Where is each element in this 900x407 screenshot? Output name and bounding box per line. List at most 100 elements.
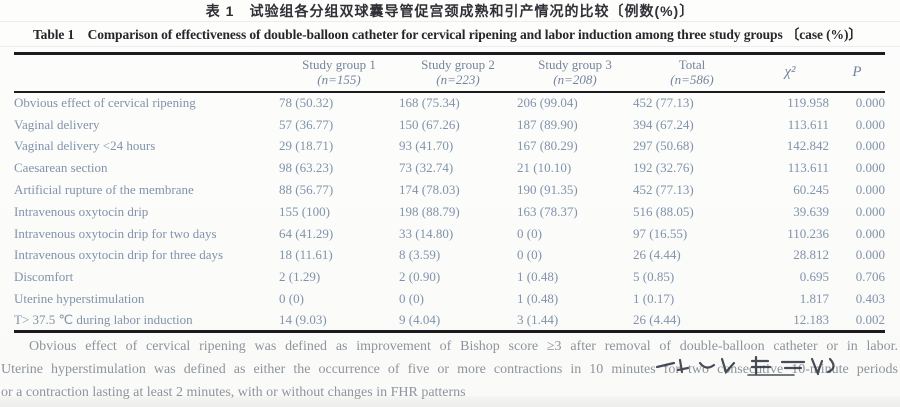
group1-value: 57 (36.77) xyxy=(279,116,334,132)
group3-value: 0 (0) xyxy=(517,225,542,241)
header-row: Study group 1 (n=155) Study group 2 (n=2… xyxy=(14,53,885,93)
total-value: 26 (4.44) xyxy=(633,247,681,263)
table-row: Discomfort 2 (1.29) 2 (0.90) 1 (0.48) 5 … xyxy=(14,266,885,288)
header-group3-name: Study group 3 xyxy=(538,57,612,72)
chi2-value: 39.639 xyxy=(793,203,829,219)
header-total-n: (n=586) xyxy=(670,72,714,87)
chi2-value: 1.817 xyxy=(799,291,829,307)
group3-value: 167 (80.29) xyxy=(517,138,578,154)
row-label: Artificial rupture of the membrane xyxy=(14,182,194,198)
group1-value: 29 (18.71) xyxy=(279,138,334,154)
group1-value: 88 (56.77) xyxy=(279,182,334,198)
table-row: Uterine hyperstimulation 0 (0) 0 (0) 1 (… xyxy=(14,288,885,310)
total-value: 516 (88.05) xyxy=(633,203,694,219)
group3-value: 21 (10.10) xyxy=(517,160,572,176)
table-row: Caesarean section 98 (63.23) 73 (32.74) … xyxy=(14,157,885,179)
p-value: 0.403 xyxy=(855,291,885,307)
comparison-table: Study group 1 (n=155) Study group 2 (n=2… xyxy=(14,52,885,334)
total-value: 297 (50.68) xyxy=(633,138,694,154)
total-value: 192 (32.76) xyxy=(633,160,694,176)
header-group3: Study group 3 (n=208) xyxy=(517,53,633,93)
table-row: Artificial rupture of the membrane 88 (5… xyxy=(14,179,885,201)
header-group1-name: Study group 1 xyxy=(302,57,376,72)
table-row: T> 37.5 ℃ during labor induction 14 (9.0… xyxy=(14,310,885,332)
group2-value: 174 (78.03) xyxy=(399,182,460,198)
group2-value: 33 (14.80) xyxy=(399,225,454,241)
header-total-name: Total xyxy=(678,57,706,72)
group3-value: 3 (1.44) xyxy=(517,312,559,328)
header-group3-n: (n=208) xyxy=(553,72,597,87)
group2-value: 8 (3.59) xyxy=(399,247,441,263)
group1-value: 98 (63.23) xyxy=(279,160,334,176)
table-body: Obvious effect of cervical ripening 78 (… xyxy=(14,92,885,332)
row-label: Vaginal delivery xyxy=(14,116,100,132)
p-value: 0.002 xyxy=(855,312,885,328)
row-label: Obvious effect of cervical ripening xyxy=(14,95,196,111)
scan-smudge xyxy=(0,396,900,407)
table-title-chinese: 表 1 试验组各分组双球囊导管促宫颈成熟和引产情况的比较〔例数(%)〕 xyxy=(205,3,695,19)
header-group1: Study group 1 (n=155) xyxy=(279,53,399,93)
p-value: 0.000 xyxy=(855,116,885,132)
table-row: Vaginal delivery <24 hours 29 (18.71) 93… xyxy=(14,136,885,158)
row-label: Uterine hyperstimulation xyxy=(14,291,145,307)
total-value: 452 (77.13) xyxy=(633,95,694,111)
p-value: 0.000 xyxy=(855,182,885,198)
chi2-value: 113.611 xyxy=(787,160,829,176)
row-label: Vaginal delivery <24 hours xyxy=(14,138,156,154)
table-header: Study group 1 (n=155) Study group 2 (n=2… xyxy=(14,53,885,93)
group2-value: 0 (0) xyxy=(399,291,424,307)
chi2-value: 110.236 xyxy=(787,225,829,241)
footnote-line-2: Uterine hyperstimulation was defined as … xyxy=(1,362,898,377)
p-value: 0.000 xyxy=(855,203,885,219)
header-p: P xyxy=(829,53,885,93)
row-label: T> 37.5 ℃ during labor induction xyxy=(14,312,193,328)
group2-value: 93 (41.70) xyxy=(399,138,454,154)
footnote-line-3: or a contraction lasting at least 2 minu… xyxy=(1,385,466,400)
group3-value: 206 (99.04) xyxy=(517,95,578,111)
scan-line xyxy=(0,21,900,22)
table-row: Intravenous oxytocin drip for two days 6… xyxy=(14,223,885,245)
row-label: Caesarean section xyxy=(14,160,108,176)
group3-value: 1 (0.48) xyxy=(517,269,559,285)
p-value-symbol: P xyxy=(852,63,862,80)
row-label: Discomfort xyxy=(14,269,74,285)
chi-squared-symbol: χ² xyxy=(784,63,796,80)
group1-value: 14 (9.03) xyxy=(279,312,327,328)
group1-value: 64 (41.29) xyxy=(279,225,334,241)
row-label: Intravenous oxytocin drip xyxy=(14,203,149,219)
footnote-line-1: Obvious effect of cervical ripening was … xyxy=(29,339,898,354)
group1-value: 2 (1.29) xyxy=(279,269,321,285)
header-group2-n: (n=223) xyxy=(436,72,480,87)
p-value: 0.000 xyxy=(855,247,885,263)
chi2-value: 0.695 xyxy=(799,269,829,285)
chi2-value: 119.958 xyxy=(787,95,829,111)
table-row: Intravenous oxytocin drip 155 (100) 198 … xyxy=(14,201,885,223)
group1-value: 0 (0) xyxy=(279,291,304,307)
total-value: 394 (67.24) xyxy=(633,116,694,132)
chi2-value: 60.245 xyxy=(793,182,829,198)
header-chi2: χ² xyxy=(751,53,829,93)
table-row: Obvious effect of cervical ripening 78 (… xyxy=(14,92,885,114)
header-group2-name: Study group 2 xyxy=(421,57,495,72)
header-group1-n: (n=155) xyxy=(317,72,361,87)
total-value: 452 (77.13) xyxy=(633,182,694,198)
total-value: 97 (16.55) xyxy=(633,225,688,241)
chi2-value: 142.842 xyxy=(786,138,829,154)
group2-value: 73 (32.74) xyxy=(399,160,454,176)
scan-line xyxy=(0,46,900,47)
total-value: 1 (0.17) xyxy=(633,291,675,307)
header-empty-cell xyxy=(14,53,279,93)
group2-value: 2 (0.90) xyxy=(399,269,441,285)
p-value: 0.000 xyxy=(855,160,885,176)
p-value: 0.000 xyxy=(855,225,885,241)
row-label: Intravenous oxytocin drip for three days xyxy=(14,247,224,263)
group2-value: 168 (75.34) xyxy=(399,95,460,111)
table-row: Intravenous oxytocin drip for three days… xyxy=(14,245,885,267)
p-value: 0.000 xyxy=(855,138,885,154)
table-title-english: Table 1 Comparison of effectiveness of d… xyxy=(33,27,862,42)
chi2-value: 28.812 xyxy=(793,247,829,263)
total-value: 5 (0.85) xyxy=(633,269,675,285)
group1-value: 155 (100) xyxy=(279,203,330,219)
group2-value: 9 (4.04) xyxy=(399,312,441,328)
